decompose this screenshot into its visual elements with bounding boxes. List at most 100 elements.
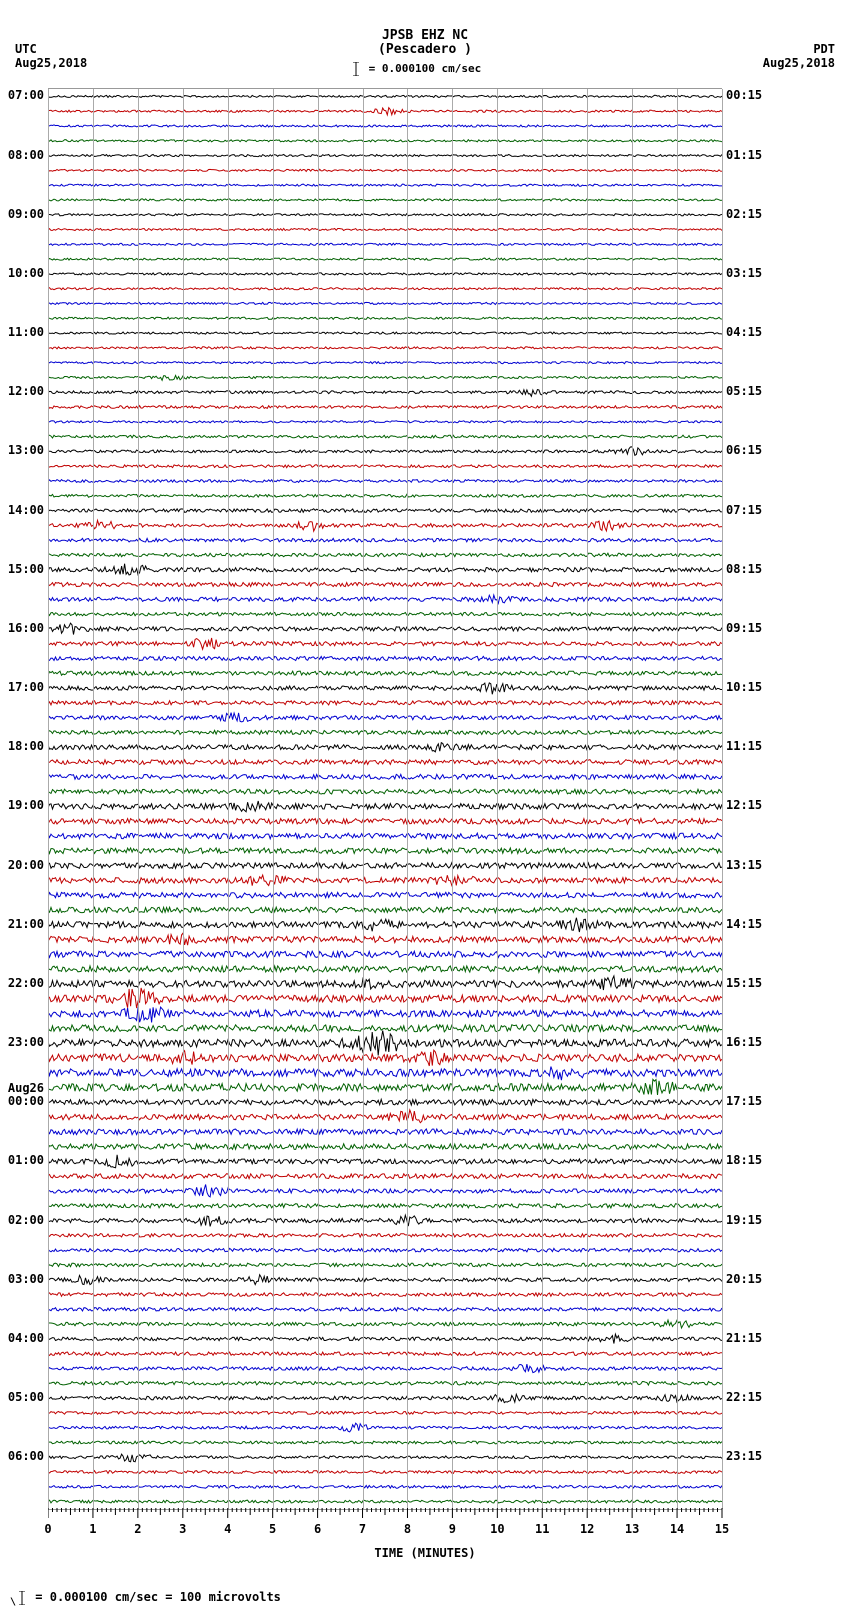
seismic-trace	[48, 447, 722, 456]
seismic-trace	[48, 1320, 722, 1328]
x-tick-label: 10	[490, 1522, 504, 1536]
seismic-trace	[48, 435, 722, 438]
left-tz: UTC	[15, 42, 37, 56]
gridline	[452, 89, 453, 1509]
seismic-trace	[48, 907, 722, 913]
gridline	[48, 89, 49, 1509]
seismic-trace	[48, 951, 722, 957]
x-tick-label: 8	[404, 1522, 411, 1536]
seismic-trace	[48, 1263, 722, 1267]
left-time-label: 05:00	[8, 1390, 44, 1404]
x-tick-label: 6	[314, 1522, 321, 1536]
x-tick-label: 11	[535, 1522, 549, 1536]
gridline	[93, 89, 94, 1509]
left-time-label: 16:00	[8, 621, 44, 635]
traces-svg	[48, 89, 722, 1509]
seismic-trace	[48, 701, 722, 705]
seismic-trace	[48, 480, 722, 483]
seismic-trace	[48, 1155, 722, 1168]
x-tick-label: 3	[179, 1522, 186, 1536]
gridline	[183, 89, 184, 1509]
right-time-label: 06:15	[726, 443, 762, 457]
gridline	[318, 89, 319, 1509]
seismic-trace	[48, 258, 722, 260]
seismic-trace	[48, 347, 722, 349]
seismic-trace	[48, 1382, 722, 1386]
right-time-label: 05:15	[726, 384, 762, 398]
right-time-label: 14:15	[726, 917, 762, 931]
right-time-label: 18:15	[726, 1153, 762, 1167]
left-time-label: 00:00	[8, 1094, 44, 1108]
x-tick-label: 15	[715, 1522, 729, 1536]
left-time-date: Aug26	[8, 1081, 44, 1095]
seismic-trace	[48, 184, 722, 186]
seismic-trace	[48, 1110, 722, 1123]
left-time-label: 17:00	[8, 680, 44, 694]
right-time-label: 03:15	[726, 266, 762, 280]
footer-text: \ = 0.000100 cm/sec = 100 microvolts	[10, 1590, 281, 1607]
seismic-trace	[48, 509, 722, 513]
right-time-label: 12:15	[726, 798, 762, 812]
seismic-trace	[48, 683, 722, 694]
gridline	[497, 89, 498, 1509]
seismic-trace	[48, 406, 722, 409]
left-time-label: 08:00	[8, 148, 44, 162]
left-time-label: 13:00	[8, 443, 44, 457]
seismic-trace	[48, 1275, 722, 1285]
x-tick-label: 13	[625, 1522, 639, 1536]
seismic-trace	[48, 623, 722, 634]
seismic-trace	[48, 421, 722, 423]
seismic-trace	[48, 169, 722, 171]
seismic-trace	[48, 848, 722, 854]
seismic-trace	[48, 214, 722, 216]
right-time-label: 15:15	[726, 976, 762, 990]
seismic-trace	[48, 199, 722, 201]
gridline	[407, 89, 408, 1509]
seismic-trace	[48, 1394, 722, 1402]
right-time-label: 22:15	[726, 1390, 762, 1404]
left-time-label: 01:00	[8, 1153, 44, 1167]
left-time-label: 02:00	[8, 1213, 44, 1227]
left-time-label: 22:00	[8, 976, 44, 990]
seismic-trace	[48, 1412, 722, 1415]
gridline	[542, 89, 543, 1509]
seismic-trace	[48, 918, 722, 932]
left-time-label: 21:00	[8, 917, 44, 931]
seismic-trace	[48, 1031, 722, 1056]
seismic-trace	[48, 1067, 722, 1081]
gridline	[273, 89, 274, 1509]
left-time-label: 06:00	[8, 1449, 44, 1463]
seismic-trace	[48, 933, 722, 945]
gridline	[632, 89, 633, 1509]
seismic-trace	[48, 875, 722, 886]
left-time-label: 18:00	[8, 739, 44, 753]
seismic-trace	[48, 638, 722, 649]
seismic-trace	[48, 1471, 722, 1474]
plot-area	[48, 88, 722, 1510]
seismic-trace	[48, 583, 722, 587]
gridline	[587, 89, 588, 1509]
seismic-trace	[48, 1334, 722, 1343]
seismic-trace	[48, 538, 722, 542]
left-time-label: 19:00	[8, 798, 44, 812]
right-time-label: 16:15	[726, 1035, 762, 1049]
seismic-trace	[48, 390, 722, 397]
left-time-label: 14:00	[8, 503, 44, 517]
seismic-trace	[48, 553, 722, 557]
seismic-trace	[48, 1423, 722, 1432]
station-location: (Pescadero )	[378, 42, 472, 57]
seismic-trace	[48, 1099, 722, 1105]
left-time-label: 09:00	[8, 207, 44, 221]
x-tick-label: 14	[670, 1522, 684, 1536]
seismic-trace	[48, 1293, 722, 1297]
seismic-trace	[48, 760, 722, 765]
x-tick-label: 7	[359, 1522, 366, 1536]
right-time-label: 02:15	[726, 207, 762, 221]
seismic-trace	[48, 1352, 722, 1356]
seismic-trace	[48, 988, 722, 1008]
seismic-trace	[48, 1215, 722, 1226]
seismic-trace	[48, 108, 722, 115]
right-time-label: 20:15	[726, 1272, 762, 1286]
footer-scale: = 0.000100 cm/sec = 100 microvolts	[35, 1590, 281, 1604]
seismic-trace	[48, 317, 722, 319]
